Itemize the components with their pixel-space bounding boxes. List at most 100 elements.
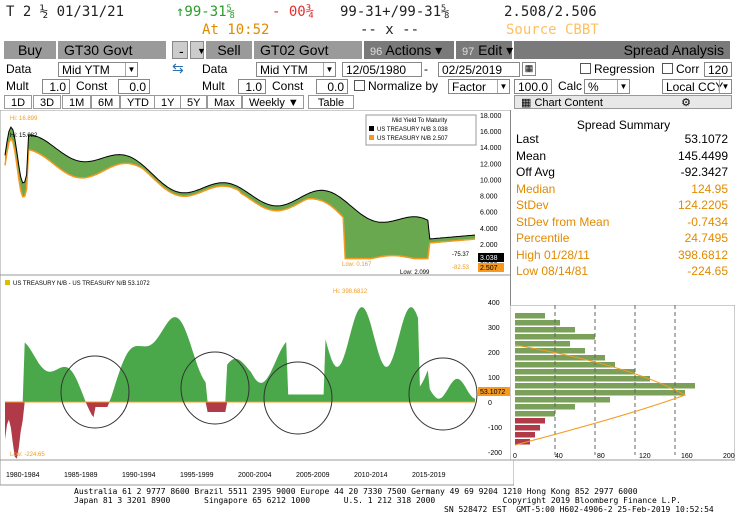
histogram-bar (515, 376, 650, 382)
x-tick: 2005-2009 (296, 472, 330, 479)
ticker-yields: 2.508/2.506 (504, 4, 597, 20)
tab-6m[interactable]: 6M (91, 95, 121, 109)
legend-box (365, 114, 477, 146)
const2-field[interactable]: 0.0 (316, 79, 348, 94)
histogram-bar (515, 320, 560, 326)
summary-key: Percentile (516, 231, 570, 245)
factor-select[interactable]: Factor ▼ (448, 79, 510, 94)
spread-last-badge (478, 387, 510, 396)
histogram-bar (515, 348, 585, 354)
histogram-bar (515, 313, 545, 319)
histogram-bar (515, 418, 545, 424)
chart-content-button[interactable]: ▦ Chart Content ⚙ (514, 95, 732, 109)
y-tick-bottom: 300 (488, 325, 500, 332)
tab-5y[interactable]: 5Y (180, 95, 208, 109)
low-label2: Low: 0.167 (342, 262, 372, 268)
summary-value: 145.4499 (677, 148, 728, 163)
summary-key: High 01/28/11 (516, 247, 590, 262)
spread-summary-panel: Spread Summary (510, 110, 735, 305)
x-tick: 1995-1999 (180, 472, 214, 479)
summary-row: Percentile 24.7495 (516, 231, 728, 247)
ticker-price: ↑99-31⅝ (176, 4, 236, 20)
calc-label: Calc (558, 79, 583, 93)
security-dropdown-icon[interactable]: ▼ (190, 41, 206, 59)
mark-label2: -82.53 (452, 265, 470, 271)
histogram-x-tick: 200 (723, 453, 735, 460)
factor-field[interactable]: 100.0 (514, 79, 552, 94)
const-label: Const (76, 79, 108, 93)
calc-select[interactable]: % ▼ (584, 79, 630, 94)
mult2-label: Mult (202, 79, 225, 93)
calendar-icon[interactable]: ▦ (522, 62, 536, 76)
corr-field[interactable]: 120 (704, 62, 732, 77)
const1-field[interactable]: 0.0 (118, 79, 150, 94)
data2-label: Data (202, 62, 228, 76)
highlight-circle (263, 361, 333, 435)
sell-button[interactable]: Sell (206, 41, 252, 59)
edit-button[interactable]: 97 Edit ▾ (456, 41, 513, 59)
data2-select[interactable]: Mid YTM ▼ (256, 62, 336, 77)
summary-key: StDev from Mean (516, 214, 610, 229)
x-tick: 2000-2004 (238, 472, 272, 479)
tab-3d[interactable]: 3D (33, 95, 62, 109)
summary-row: Median 124.95 (516, 182, 728, 198)
corr-checkbox[interactable] (662, 63, 673, 74)
highlight-circle (180, 351, 250, 425)
tab-max[interactable]: Max (207, 95, 242, 109)
minus-button[interactable]: - (172, 41, 188, 59)
y-tick-bottom: 0 (488, 400, 492, 407)
y-tick-bottom: 400 (488, 300, 500, 307)
y-tick-top: 10.000 (480, 177, 502, 184)
histogram-bar (515, 404, 575, 410)
legend-swatch1 (369, 126, 374, 131)
summary-value: 124.95 (691, 181, 728, 196)
chevron-down-icon: ▼ (125, 63, 137, 76)
security1-field[interactable]: GT30 Govt (58, 41, 166, 59)
mult-label: Mult (6, 79, 29, 93)
tab-1d[interactable]: 1D (4, 95, 33, 109)
tab-1y[interactable]: 1Y (154, 95, 182, 109)
swap-icon[interactable]: ⇆ (172, 60, 184, 76)
mult2-field[interactable]: 1.0 (238, 79, 266, 94)
low-label1: Low: 2.099 (400, 270, 430, 276)
highlight-circle (408, 357, 478, 431)
legend-series1: US TREASURY N/B 3.038 (377, 127, 448, 133)
regression-checkbox[interactable] (580, 63, 591, 74)
date-from-field[interactable]: 12/05/1980 (342, 62, 422, 77)
histogram-bar (515, 397, 610, 403)
buy-button[interactable]: Buy (4, 41, 56, 59)
chevron-down-icon: ▼ (323, 63, 335, 76)
spread-chart[interactable]: 18.000 16.000 14.000 12.000 10.000 8.000 6.000… (0, 110, 514, 515)
summary-row: StDev from Mean -0.7434 (516, 215, 728, 231)
ticker-security: T 2 ½ 01/31/21 (6, 4, 125, 20)
security2-field[interactable]: GT02 Govt (254, 41, 362, 59)
corr-label: Corr (676, 62, 700, 76)
ccy-select[interactable]: Local CCY ▼ (662, 79, 732, 94)
actions-button[interactable]: 96 Actions ▾ (364, 41, 454, 59)
normal-curve (514, 344, 687, 446)
histogram-bar (515, 341, 570, 347)
mult1-field[interactable]: 1.0 (42, 79, 70, 94)
y-tick-bottom: 200 (488, 350, 500, 357)
summary-key: Mean (516, 148, 547, 163)
summary-key: Low 08/14/81 (516, 264, 589, 278)
histogram-bar (515, 362, 615, 368)
last2-value: 2.507 (480, 265, 498, 272)
summary-row: Off Avg -92.3427 (516, 165, 728, 181)
date-to-field[interactable]: 02/25/2019 (438, 62, 520, 77)
x-tick: 2010-2014 (354, 472, 388, 479)
normalize-checkbox[interactable] (354, 80, 365, 91)
data1-select[interactable]: Mid YTM ▼ (58, 62, 138, 77)
frequency-select[interactable]: Weekly ▼ (242, 95, 304, 109)
tab-table[interactable]: Table (308, 95, 354, 109)
y-tick-top: 8.000 (480, 194, 498, 201)
histogram-bar (515, 390, 685, 396)
x-tick: 2015-2019 (412, 472, 446, 479)
tab-ytd[interactable]: YTD (120, 95, 156, 109)
gear-icon[interactable]: ⚙ (681, 97, 691, 109)
tab-1m[interactable]: 1M (62, 95, 92, 109)
y-tick-bottom: -100 (488, 425, 502, 432)
ticker-mid: -- x -- (360, 22, 420, 38)
x-tick: 1985-1989 (64, 472, 98, 479)
hi-label2: Hi: 15.082 (10, 133, 38, 139)
